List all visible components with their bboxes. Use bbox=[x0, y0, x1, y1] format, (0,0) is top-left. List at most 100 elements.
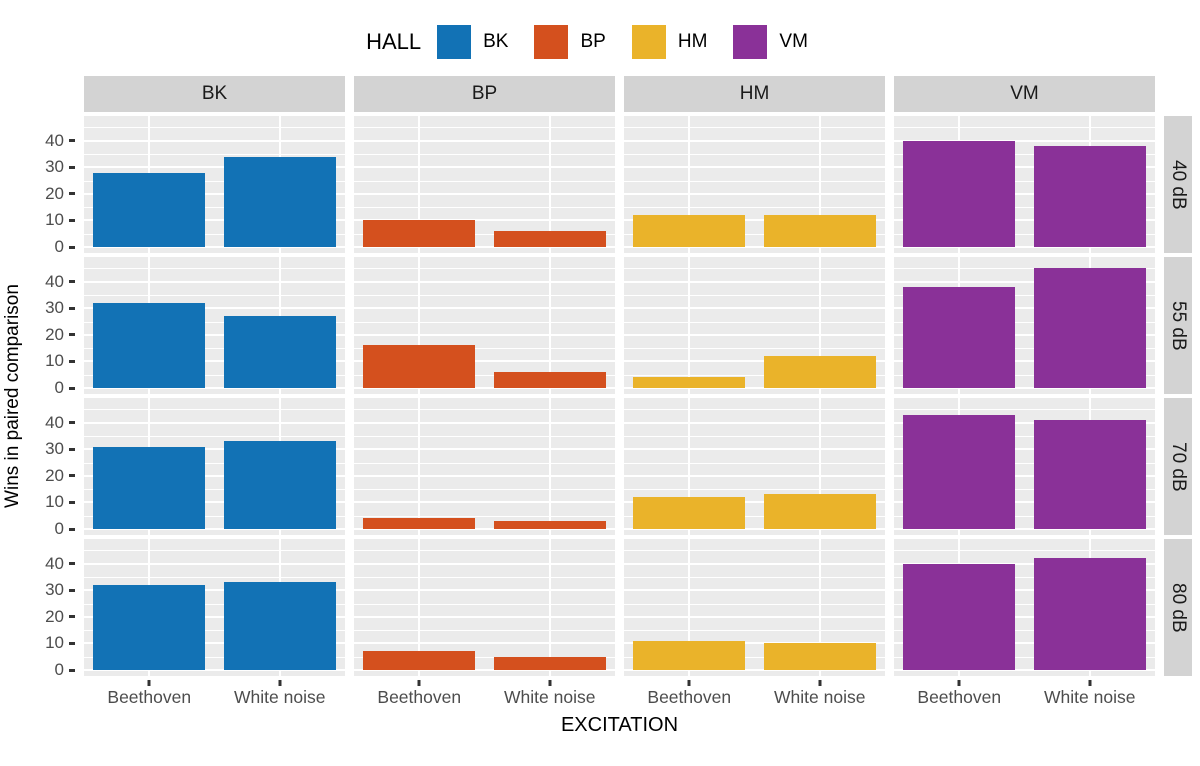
facet-strip-row-80dB: 80 dB bbox=[1164, 539, 1192, 676]
vertical-gridline bbox=[818, 398, 821, 535]
legend-item-hm: HM bbox=[631, 25, 707, 59]
major-gridline bbox=[354, 501, 615, 504]
minor-gridline bbox=[894, 550, 1155, 552]
facet-panel-hm-80dB bbox=[624, 539, 885, 676]
y-tick-mark bbox=[69, 333, 75, 337]
minor-gridline bbox=[894, 435, 1155, 437]
major-gridline bbox=[624, 589, 885, 592]
y-tick-20: 20 bbox=[45, 184, 75, 204]
y-tick-mark bbox=[69, 139, 75, 143]
y-tick-mark bbox=[69, 641, 75, 645]
minor-gridline bbox=[894, 153, 1155, 155]
y-tick-mark bbox=[69, 192, 75, 196]
y-tick-10: 10 bbox=[45, 633, 75, 653]
y-tick-40: 40 bbox=[45, 413, 75, 433]
major-gridline bbox=[894, 615, 1155, 618]
legend-key-swatch bbox=[534, 25, 569, 59]
y-tick-label: 20 bbox=[45, 183, 64, 203]
major-gridline bbox=[354, 669, 615, 671]
y-tick-label: 30 bbox=[45, 157, 64, 177]
minor-gridline bbox=[354, 180, 615, 182]
major-gridline bbox=[894, 642, 1155, 645]
vertical-gridline bbox=[548, 539, 551, 676]
minor-gridline bbox=[354, 233, 615, 235]
bar-beethoven bbox=[363, 518, 476, 529]
minor-gridline bbox=[84, 321, 345, 323]
x-tick-mark bbox=[417, 680, 421, 686]
minor-gridline bbox=[624, 374, 885, 376]
minor-gridline bbox=[624, 127, 885, 129]
y-tick-label: 40 bbox=[45, 412, 64, 432]
major-gridline bbox=[354, 307, 615, 310]
facet-strip-col-bp: BP bbox=[354, 76, 615, 112]
y-axis-tick-labels: 0 10 20 30 40 bbox=[35, 257, 75, 397]
minor-gridline bbox=[624, 630, 885, 632]
major-gridline bbox=[84, 280, 345, 283]
minor-gridline bbox=[84, 435, 345, 437]
minor-gridline bbox=[894, 233, 1155, 235]
minor-gridline bbox=[84, 515, 345, 517]
major-gridline bbox=[624, 669, 885, 671]
facet-panel-bk-55dB bbox=[84, 257, 345, 394]
y-tick-label: 20 bbox=[45, 324, 64, 344]
major-gridline bbox=[624, 219, 885, 222]
major-gridline bbox=[894, 589, 1155, 592]
major-gridline bbox=[894, 421, 1155, 424]
bar-beethoven bbox=[93, 446, 206, 529]
y-tick-40: 40 bbox=[45, 272, 75, 292]
minor-gridline bbox=[624, 462, 885, 464]
minor-gridline bbox=[84, 489, 345, 491]
minor-gridline bbox=[894, 489, 1155, 491]
major-gridline bbox=[624, 615, 885, 618]
major-gridline bbox=[894, 280, 1155, 283]
y-tick-40: 40 bbox=[45, 131, 75, 151]
x-tick-mark bbox=[957, 680, 961, 686]
minor-gridline bbox=[84, 630, 345, 632]
x-tick-label-beethoven: Beethoven bbox=[647, 687, 732, 707]
major-gridline bbox=[624, 474, 885, 477]
minor-gridline bbox=[894, 348, 1155, 350]
y-axis-tick-labels: 0 10 20 30 40 bbox=[35, 116, 75, 256]
minor-gridline bbox=[84, 294, 345, 296]
minor-gridline bbox=[354, 153, 615, 155]
minor-gridline bbox=[624, 268, 885, 270]
major-gridline bbox=[624, 333, 885, 336]
major-gridline bbox=[84, 421, 345, 424]
major-gridline bbox=[894, 166, 1155, 169]
minor-gridline bbox=[354, 435, 615, 437]
facet-strip-col-hm: HM bbox=[624, 76, 885, 112]
legend-key-swatch bbox=[437, 25, 472, 59]
y-tick-label: 10 bbox=[45, 633, 64, 653]
minor-gridline bbox=[894, 294, 1155, 296]
major-gridline bbox=[84, 307, 345, 310]
x-axis-ticks-bk: Beethoven White noise bbox=[84, 680, 345, 707]
major-gridline bbox=[894, 387, 1155, 389]
facet-panel-vm-55dB bbox=[894, 257, 1155, 394]
major-gridline bbox=[84, 589, 345, 592]
minor-gridline bbox=[84, 576, 345, 578]
major-gridline bbox=[354, 280, 615, 283]
y-tick-40: 40 bbox=[45, 554, 75, 574]
bar-white-noise bbox=[1033, 419, 1146, 529]
minor-gridline bbox=[624, 153, 885, 155]
y-axis-title: Wins in paired comparison bbox=[2, 284, 23, 508]
y-tick-label: 30 bbox=[45, 298, 64, 318]
y-tick-label: 0 bbox=[54, 660, 64, 679]
minor-gridline bbox=[84, 233, 345, 235]
vertical-gridline bbox=[688, 257, 691, 394]
minor-gridline bbox=[354, 576, 615, 578]
x-tick-mark bbox=[1088, 680, 1092, 686]
bar-white-noise bbox=[223, 316, 336, 388]
major-gridline bbox=[894, 192, 1155, 195]
minor-gridline bbox=[354, 630, 615, 632]
y-tick-mark bbox=[69, 527, 75, 531]
major-gridline bbox=[354, 246, 615, 248]
bar-white-noise bbox=[1033, 145, 1146, 247]
legend: HALL BK BP HM VM bbox=[0, 0, 1200, 66]
y-tick-0: 0 bbox=[55, 660, 75, 680]
y-tick-mark bbox=[69, 668, 75, 672]
minor-gridline bbox=[624, 207, 885, 209]
major-gridline bbox=[894, 669, 1155, 671]
minor-gridline bbox=[624, 233, 885, 235]
major-gridline bbox=[624, 642, 885, 645]
